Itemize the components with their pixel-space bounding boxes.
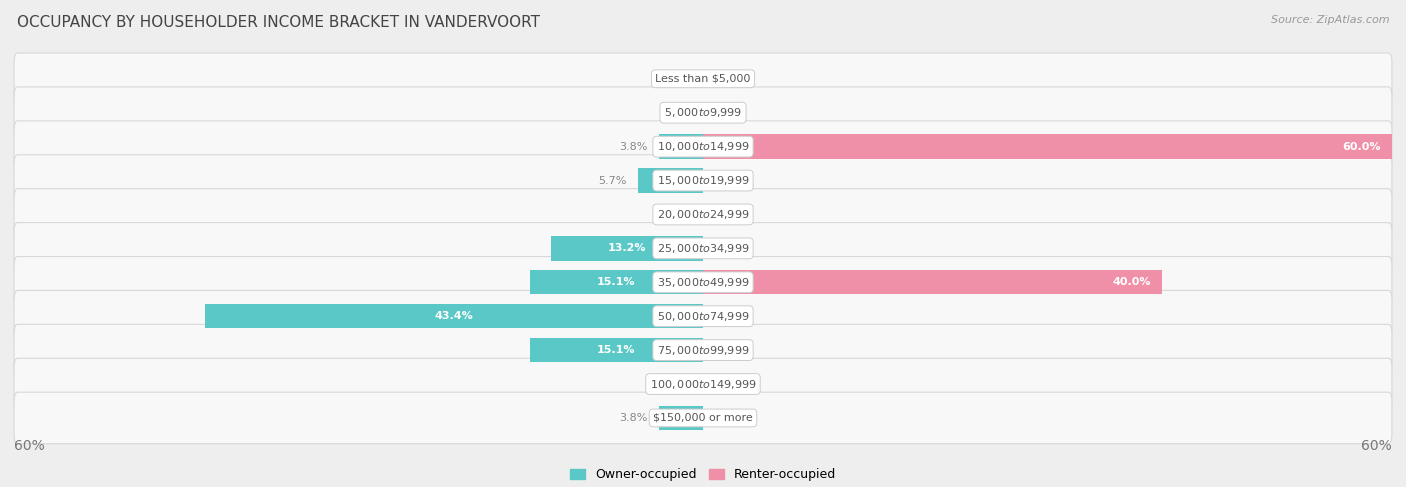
Bar [205, 304, 703, 328]
Text: $20,000 to $24,999: $20,000 to $24,999 [657, 208, 749, 221]
Text: Source: ZipAtlas.com: Source: ZipAtlas.com [1271, 15, 1389, 25]
Text: Less than $5,000: Less than $5,000 [655, 74, 751, 84]
FancyBboxPatch shape [14, 87, 1392, 138]
Text: 0.0%: 0.0% [664, 74, 692, 84]
Text: 13.2%: 13.2% [607, 244, 647, 253]
Text: 15.1%: 15.1% [598, 277, 636, 287]
Bar [551, 236, 703, 261]
Text: $25,000 to $34,999: $25,000 to $34,999 [657, 242, 749, 255]
Text: 0.0%: 0.0% [714, 345, 742, 355]
Bar [659, 134, 703, 159]
Text: 0.0%: 0.0% [714, 311, 742, 321]
Text: 0.0%: 0.0% [664, 209, 692, 220]
Bar [703, 270, 1163, 295]
Bar [659, 406, 703, 430]
Text: $15,000 to $19,999: $15,000 to $19,999 [657, 174, 749, 187]
Text: 15.1%: 15.1% [598, 345, 636, 355]
Text: 60.0%: 60.0% [1341, 142, 1381, 151]
Text: 0.0%: 0.0% [714, 379, 742, 389]
Text: $5,000 to $9,999: $5,000 to $9,999 [664, 106, 742, 119]
FancyBboxPatch shape [14, 257, 1392, 308]
Text: 0.0%: 0.0% [714, 74, 742, 84]
Text: $35,000 to $49,999: $35,000 to $49,999 [657, 276, 749, 289]
Bar [530, 270, 703, 295]
Text: $50,000 to $74,999: $50,000 to $74,999 [657, 310, 749, 323]
FancyBboxPatch shape [14, 188, 1392, 240]
Text: 60%: 60% [1361, 439, 1392, 453]
FancyBboxPatch shape [14, 121, 1392, 172]
Text: 3.8%: 3.8% [620, 142, 648, 151]
Text: 0.0%: 0.0% [714, 108, 742, 118]
Text: 40.0%: 40.0% [1112, 277, 1152, 287]
Text: OCCUPANCY BY HOUSEHOLDER INCOME BRACKET IN VANDERVOORT: OCCUPANCY BY HOUSEHOLDER INCOME BRACKET … [17, 15, 540, 30]
Text: 43.4%: 43.4% [434, 311, 474, 321]
Text: 0.0%: 0.0% [714, 209, 742, 220]
Text: 0.0%: 0.0% [664, 108, 692, 118]
Text: $100,000 to $149,999: $100,000 to $149,999 [650, 377, 756, 391]
Text: 0.0%: 0.0% [714, 413, 742, 423]
Text: 0.0%: 0.0% [714, 244, 742, 253]
FancyBboxPatch shape [14, 155, 1392, 206]
Text: 0.0%: 0.0% [664, 379, 692, 389]
Bar [530, 338, 703, 362]
FancyBboxPatch shape [14, 358, 1392, 410]
Text: 60%: 60% [14, 439, 45, 453]
Legend: Owner-occupied, Renter-occupied: Owner-occupied, Renter-occupied [569, 468, 837, 482]
FancyBboxPatch shape [14, 223, 1392, 274]
FancyBboxPatch shape [14, 324, 1392, 376]
FancyBboxPatch shape [14, 53, 1392, 105]
Text: 5.7%: 5.7% [598, 175, 626, 186]
Bar [637, 169, 703, 193]
FancyBboxPatch shape [14, 392, 1392, 444]
Text: $10,000 to $14,999: $10,000 to $14,999 [657, 140, 749, 153]
Text: 3.8%: 3.8% [620, 413, 648, 423]
Text: $75,000 to $99,999: $75,000 to $99,999 [657, 344, 749, 356]
Text: 0.0%: 0.0% [714, 175, 742, 186]
FancyBboxPatch shape [14, 290, 1392, 342]
Bar [703, 134, 1392, 159]
Text: $150,000 or more: $150,000 or more [654, 413, 752, 423]
